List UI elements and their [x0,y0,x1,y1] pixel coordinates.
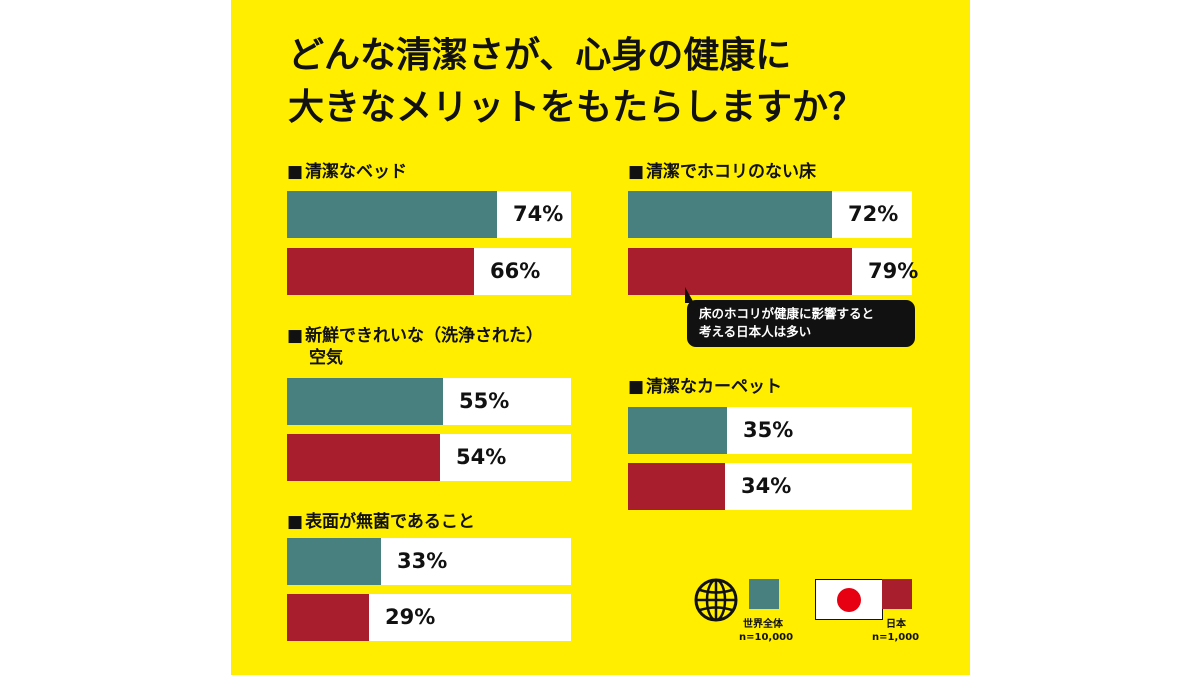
bar-track-world: 33% [287,538,571,585]
bar-japan [628,463,725,510]
bar-track-world: 72% [628,191,912,238]
group-label-2: ■ 表面が無菌であること [287,511,475,533]
group-label-4: ■ 清潔なカーペット [628,376,782,398]
callout-tail [685,287,694,303]
bar-track-japan: 54% [287,434,571,481]
label-square-icon: ■ [628,377,645,397]
bar-track-japan: 66% [287,248,571,295]
group-label-text: 新鮮できれいな（洗浄された） [305,326,544,346]
group-label-text: 清潔なカーペット [646,377,783,397]
chart-title: どんな清潔さが、心身の健康に 大きなメリットをもたらしますか？ [288,30,864,134]
bar-japan [287,594,369,641]
data-label-japan: 34% [741,474,792,498]
data-label-world: 74% [513,202,564,226]
data-label-japan: 54% [456,445,507,469]
bar-japan [287,248,474,295]
annotation-line-1: 床のホコリが健康に影響すると [699,306,875,321]
title-line-1: どんな清潔さが、心身の健康に [288,35,792,76]
data-label-world: 33% [397,549,448,573]
annotation-callout: 床のホコリが健康に影響すると 考える日本人は多い [687,300,915,347]
data-label-world: 55% [459,389,510,413]
japan-flag-icon [815,579,883,620]
bar-track-japan: 34% [628,463,912,510]
bar-japan [628,248,852,295]
bar-track-world: 35% [628,407,912,454]
bar-world [287,538,381,585]
legend-world-label: 世界全体 [743,619,783,630]
bar-world [287,378,443,425]
data-label-japan: 79% [868,259,919,283]
group-label-3: ■ 清潔でホコリのない床 [628,161,816,183]
bar-world [628,407,727,454]
annotation-line-2: 考える日本人は多い [699,324,812,339]
bar-track-japan: 79% [628,248,918,295]
group-label-0: ■ 清潔なベッド [287,161,407,183]
bar-track-japan: 29% [287,594,571,641]
label-square-icon: ■ [628,162,645,182]
legend-japan-n: n=1,000 [872,632,920,643]
title-line-2: 大きなメリットをもたらしますか？ [288,87,865,128]
group-label-1: ■ 新鮮できれいな（洗浄された） 空気 [287,325,543,369]
data-label-world: 72% [848,202,899,226]
label-square-icon: ■ [287,512,304,532]
bar-track-world: 55% [287,378,571,425]
label-square-icon: ■ [287,162,304,182]
legend-swatch-world [749,579,779,609]
legend-japan-label: 日本 [886,619,906,630]
label-square-icon: ■ [287,326,304,346]
legend-swatch-japan [882,579,912,609]
bar-track-world: 74% [287,191,571,238]
infographic-poster: どんな清潔さが、心身の健康に 大きなメリットをもたらしますか？ ■ 清潔なベッド 7… [231,0,970,675]
legend-world-n: n=10,000 [739,632,794,643]
globe-icon [694,578,738,622]
data-label-japan: 66% [490,259,541,283]
group-label-text: 清潔でホコリのない床 [646,162,817,182]
group-label-text-line-2: 空気 [309,348,343,368]
bar-world [287,191,497,238]
data-label-world: 35% [743,418,794,442]
bar-japan [287,434,440,481]
group-label-text: 清潔なベッド [305,162,408,182]
group-label-text: 表面が無菌であること [305,512,475,532]
data-label-japan: 29% [385,605,436,629]
bar-world [628,191,832,238]
